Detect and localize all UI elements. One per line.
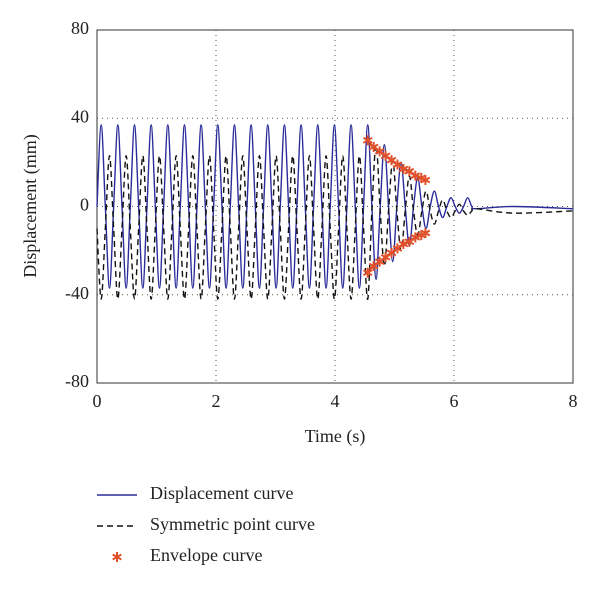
envelope-marker <box>362 267 373 278</box>
y-tick-label: -80 <box>65 371 89 391</box>
legend-label: Envelope curve <box>150 545 262 565</box>
x-tick-label: 6 <box>450 391 459 411</box>
y-tick-label: 40 <box>71 106 89 126</box>
y-axis-label: Displacement (mm) <box>20 134 41 277</box>
x-tick-label: 8 <box>569 391 578 411</box>
envelope-marker <box>410 232 421 243</box>
y-tick-label: -40 <box>65 283 89 303</box>
y-tick-label: 80 <box>71 18 89 38</box>
legend-label: Displacement curve <box>150 483 293 503</box>
series-line <box>96 124 574 289</box>
envelope-marker <box>398 239 409 250</box>
envelope-marker <box>398 163 409 174</box>
y-tick-label: 0 <box>80 195 89 215</box>
x-tick-label: 2 <box>212 391 221 411</box>
x-axis-label: Time (s) <box>305 426 366 447</box>
envelope-marker <box>420 175 431 186</box>
envelope-marker <box>362 135 373 146</box>
x-tick-label: 4 <box>331 391 340 411</box>
envelope-marker <box>420 227 431 238</box>
legend-label: Symmetric point curve <box>150 514 315 534</box>
x-tick-label: 0 <box>93 391 102 411</box>
legend-marker <box>112 552 122 562</box>
envelope-marker <box>410 170 421 181</box>
series-line <box>96 144 574 300</box>
